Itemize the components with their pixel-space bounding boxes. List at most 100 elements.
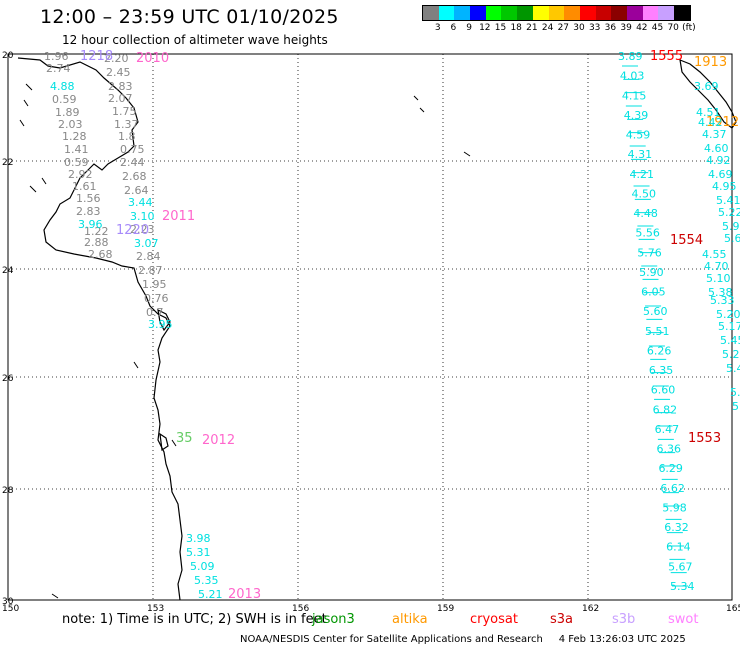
island-fraser	[157, 308, 171, 332]
legend-label-16: (ft)	[682, 23, 696, 33]
swh-east-right-23: 5	[732, 400, 739, 413]
swh-west-gray-27: 2.84	[136, 250, 161, 263]
swh-west-cyan-6: 3.98	[186, 532, 211, 545]
map-title: 12:00 – 23:59 UTC 01/10/2025	[40, 6, 339, 28]
swh-west-gray-13: 1.41	[64, 143, 89, 156]
swh-west-gray-31: 0.7	[146, 306, 164, 319]
legend-swatch-6	[517, 6, 533, 20]
swh-east-track-1: 4.03	[620, 70, 645, 83]
chesterfield-islands	[413, 95, 471, 157]
swh-east-track-24: 6.32	[664, 521, 689, 534]
swh-east-track-11: 5.90	[639, 266, 664, 279]
swh-west-gray-11: 1.28	[62, 130, 87, 143]
legend-label-13: 42	[636, 23, 648, 33]
swh-east-track-20: 6.36	[657, 443, 682, 456]
swh-west-gray-20: 2.64	[124, 184, 149, 197]
swh-west-gray-2: 2.20	[104, 52, 129, 65]
swh-west-gray-0: 1.96	[44, 50, 69, 63]
swh-east-track-3: 4.39	[624, 109, 649, 122]
pass-label-0: 1218	[80, 49, 113, 64]
swh-east-track-12: 6.05	[641, 286, 666, 299]
sat-swot: swot	[668, 612, 699, 627]
swh-west-gray-14: 0.75	[120, 143, 145, 156]
reef-islands	[19, 83, 177, 599]
swh-east-right-19: 5.45	[720, 334, 740, 347]
swh-west-cyan-10: 5.21	[198, 588, 223, 601]
swh-west-cyan-1: 3.44	[128, 196, 153, 209]
swh-east-track-25: 6.14	[666, 541, 691, 554]
swh-west-cyan-9: 5.35	[194, 574, 219, 587]
swh-west-gray-1: 2.74	[46, 62, 71, 75]
swh-west-cyan-5: 3.95	[148, 318, 173, 331]
legend-label-4: 15	[494, 23, 507, 33]
sat-jason3: jason3	[312, 612, 355, 627]
sat-s3a: s3a	[550, 612, 574, 627]
swh-west-gray-18: 2.68	[122, 170, 147, 183]
lon-label-153: 153	[147, 604, 164, 614]
swh-east-right-1: 4.51	[696, 106, 721, 119]
legend-swatch-13	[626, 6, 643, 20]
legend-swatch-14	[642, 6, 659, 20]
swh-east-track-15: 6.26	[647, 344, 672, 357]
swh-east-right-0: 3.69	[694, 80, 719, 93]
lat-label-26: 26	[2, 374, 14, 384]
swh-west-gray-29: 1.95	[142, 278, 167, 291]
swh-east-track-14: 5.51	[645, 325, 670, 338]
legend-swatch-16	[674, 6, 690, 20]
new-caledonia-coast	[679, 59, 737, 129]
legend-swatch-7	[532, 6, 549, 20]
legend-label-15: 70	[667, 23, 679, 33]
sat-altika: altika	[392, 612, 428, 627]
pass-label-5: 2013	[228, 587, 261, 602]
swh-east-right-15: 5.38	[708, 286, 733, 299]
legend-label-9: 30	[573, 23, 585, 33]
swh-east-right-9: 5.22	[718, 206, 740, 219]
swh-west-cyan-0: 4.88	[50, 80, 75, 93]
swh-east-right-3: 4.37	[702, 128, 727, 141]
lat-label-20: 20	[2, 51, 14, 61]
swh-east-track-18: 6.82	[653, 403, 678, 416]
swh-west-gray-23: 2.23	[130, 223, 155, 236]
legend-label-5: 18	[510, 23, 522, 33]
legend-label-1: 6	[450, 23, 457, 33]
satellite-pass-tracks: 1.962.742.202.452.832.070.591.89 1.752.03…	[44, 49, 740, 602]
swh-east-track-6: 4.21	[630, 168, 655, 181]
timestamp-text: 4 Feb 13:26:03 UTC 2025	[558, 634, 686, 645]
swh-west-gray-17: 2.92	[68, 168, 93, 181]
legend-swatch-3	[470, 6, 486, 20]
swh-west-gray-22: 2.83	[76, 205, 101, 218]
pass-label-1: 2010	[136, 51, 169, 66]
lon-label-165: 165	[726, 604, 740, 614]
legend-label-12: 39	[620, 23, 632, 33]
legend-swatch-10	[579, 6, 596, 20]
swh-east-right-8: 5.41	[716, 194, 740, 207]
legend-swatch-12	[611, 6, 627, 20]
pass-label-2: 2011	[162, 209, 195, 224]
lat-label-22: 22	[2, 158, 13, 168]
swh-east-track-2: 4.15	[622, 89, 647, 102]
sat-cryosat: cryosat	[470, 612, 518, 627]
map-subtitle: 12 hour collection of altimeter wave hei…	[62, 33, 328, 47]
swh-east-right-4: 4.60	[704, 142, 729, 155]
pass-label-10: 1553	[688, 431, 721, 446]
swh-east-track-4: 4.59	[626, 129, 651, 142]
swh-east-right-16: 5.33	[710, 294, 735, 307]
swh-west-gray-25: 2.88	[84, 236, 109, 249]
swh-west-gray-5: 2.07	[108, 92, 133, 105]
swh-west-cyan-4: 3.07	[134, 237, 159, 250]
swh-east-right-18: 5.17	[718, 320, 740, 333]
legend-labels: 3 6 9 12 15 18 21 24 27 30 33 36 39 42 45 70 (ft)	[422, 23, 696, 35]
swh-east-right-22: 5.7	[730, 386, 740, 399]
legend-label-3: 12	[479, 23, 491, 33]
map-frame	[7, 53, 733, 601]
swh-west-gray-6: 0.59	[52, 93, 77, 106]
swh-east-track-19: 6.47	[655, 423, 680, 436]
swh-east-right-21: 5.4	[726, 362, 740, 375]
swh-east-track-0: 3.89	[618, 50, 643, 63]
swh-east-track-23: 5.98	[662, 501, 687, 514]
swh-east-right-13: 4.70	[704, 260, 729, 273]
lat-label-28: 28	[2, 486, 14, 496]
legend-swatch-5	[501, 6, 518, 20]
